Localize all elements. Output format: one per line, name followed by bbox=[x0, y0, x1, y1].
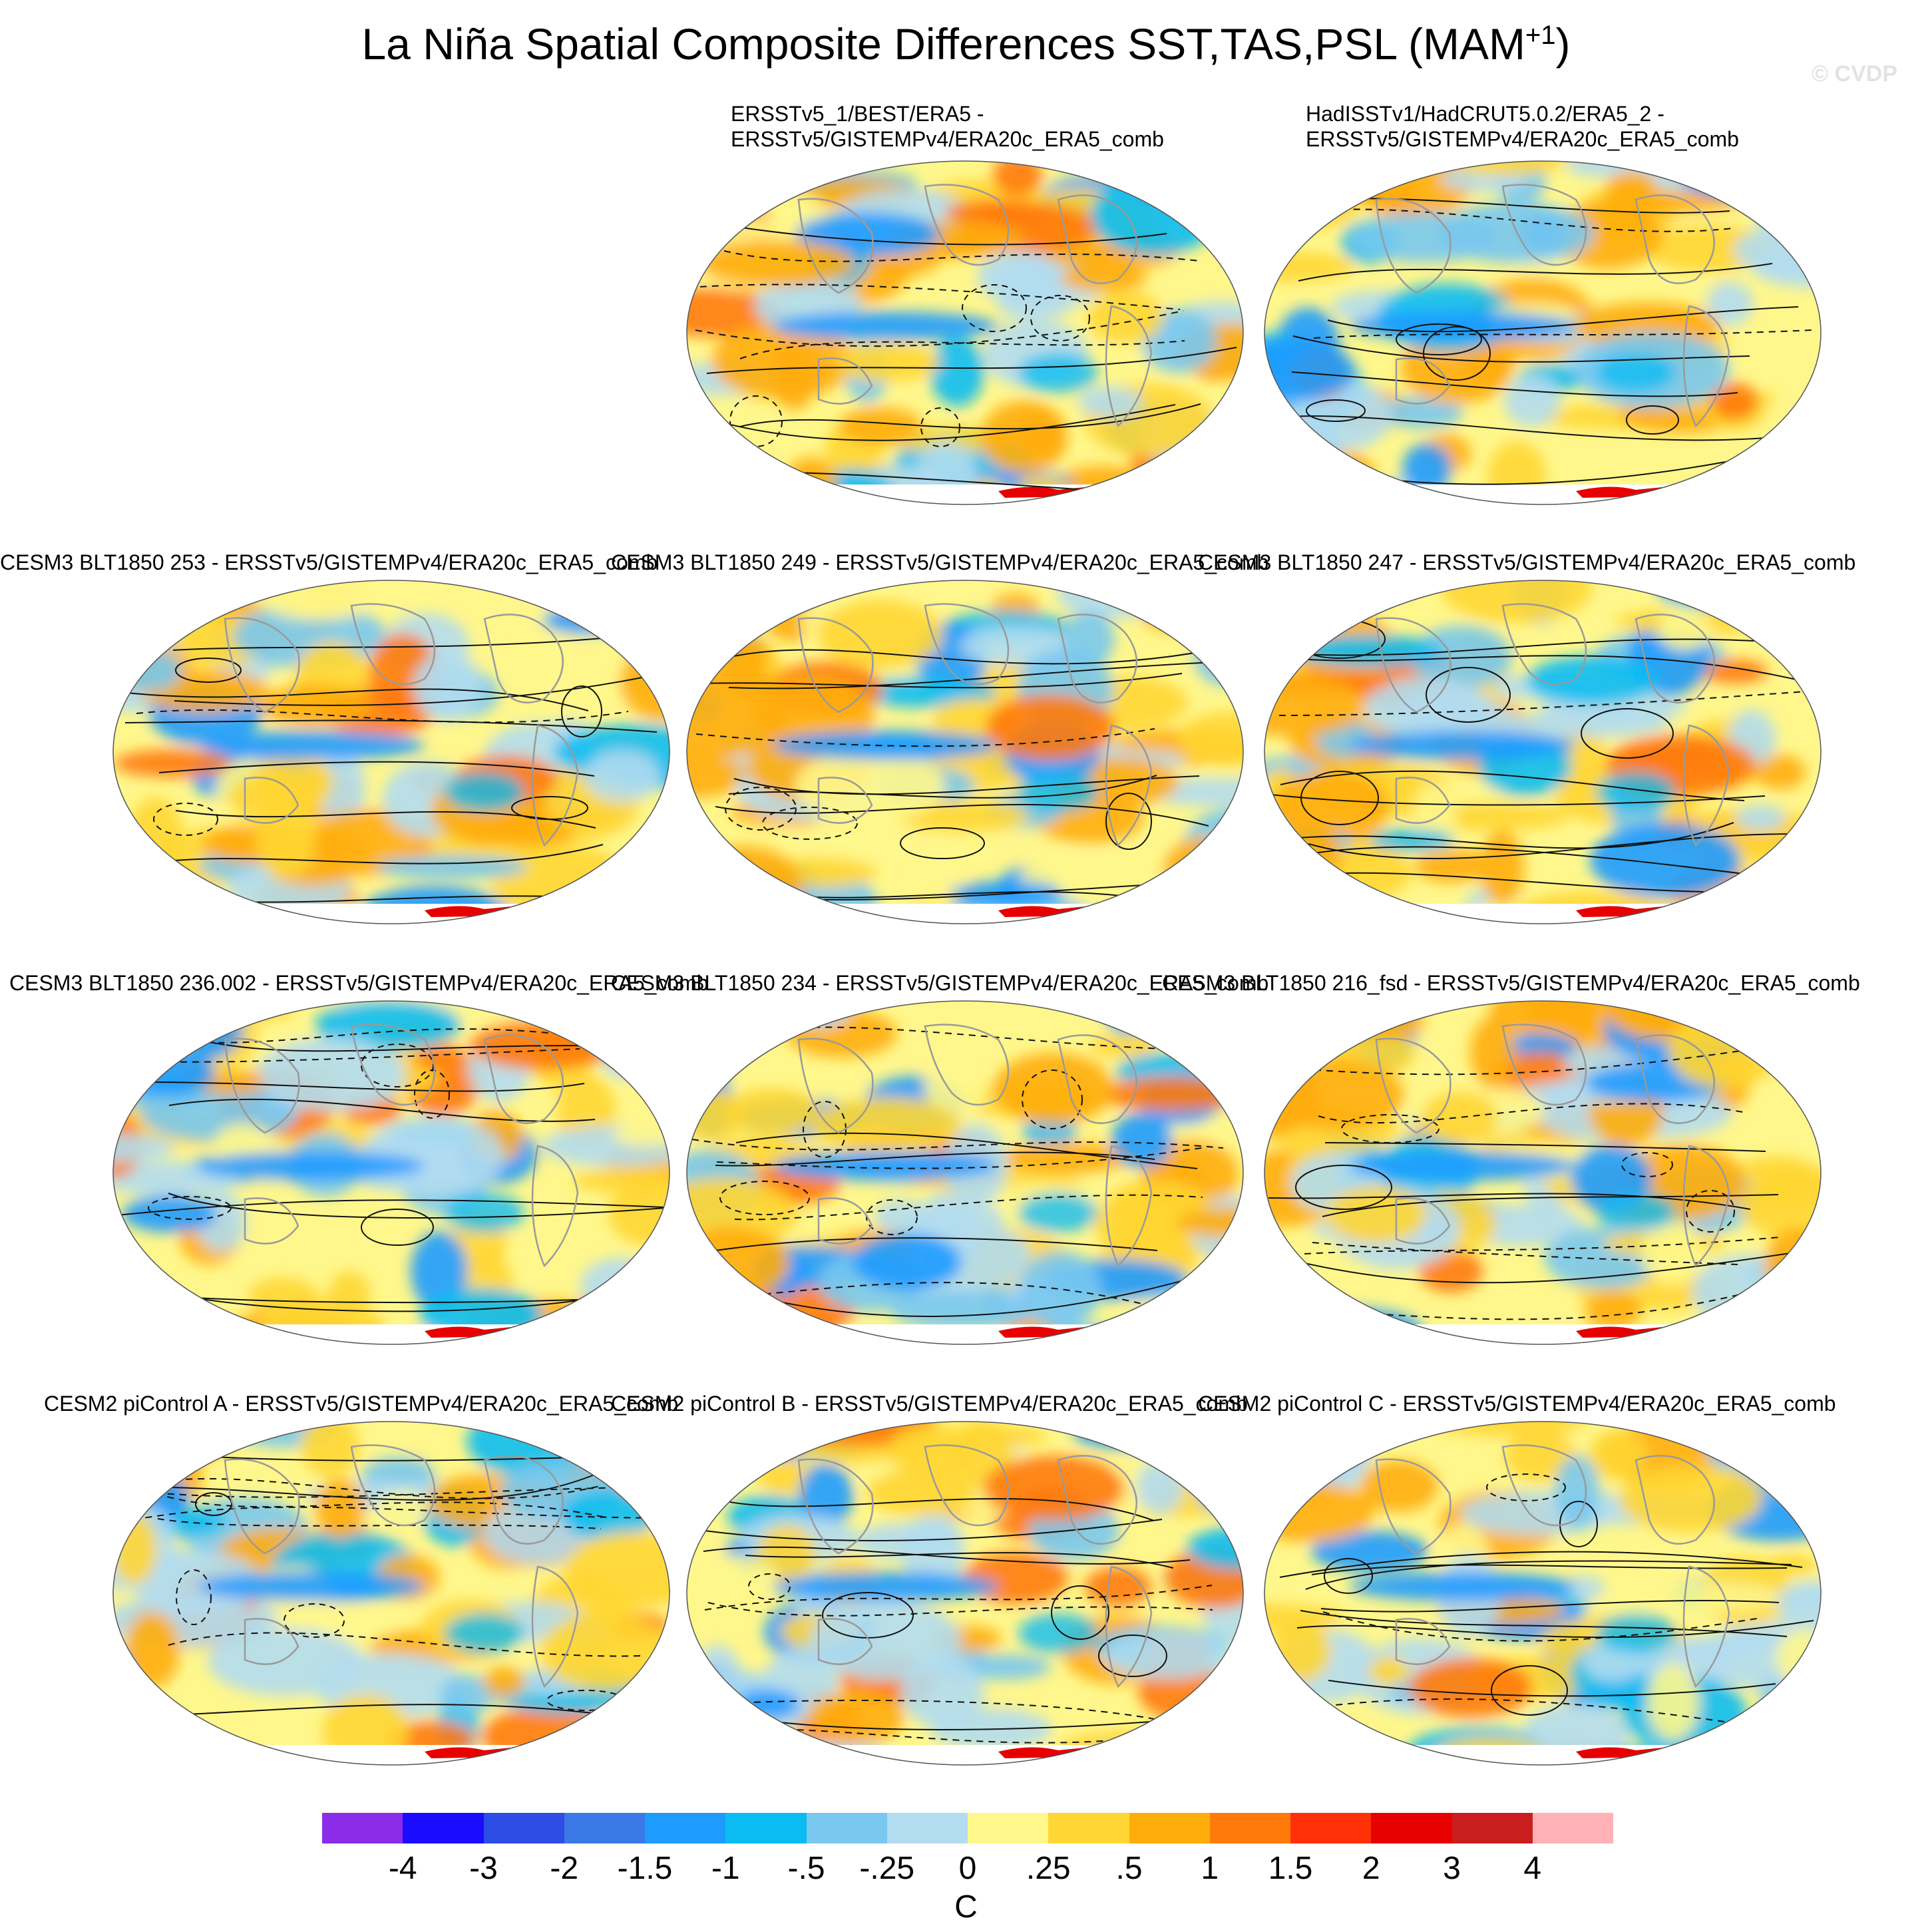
colorbar-tick-label: -1.5 bbox=[617, 1851, 673, 1886]
panel-title-2-line1: HadISSTv1/HadCRUT5.0.2/ERA5_2 - bbox=[1306, 102, 1664, 126]
world-map-svg bbox=[686, 160, 1244, 505]
panel-title-10: CESM2 piControl B - ERSSTv5/GISTEMPv4/ER… bbox=[611, 1392, 1248, 1416]
colorbar-tick-label: 3 bbox=[1443, 1851, 1461, 1886]
colorbar-swatch bbox=[1129, 1813, 1210, 1843]
colorbar-tick-label: -3 bbox=[469, 1851, 498, 1886]
map-panel-11 bbox=[1263, 1420, 1822, 1766]
colorbar-swatch bbox=[322, 1813, 403, 1843]
colorbar-swatch bbox=[1451, 1813, 1533, 1843]
colorbar-tick-label: -2 bbox=[550, 1851, 579, 1886]
colorbar-tick-label: 1.5 bbox=[1268, 1851, 1313, 1886]
map-panel-10 bbox=[685, 1420, 1245, 1766]
colorbar-tick-label: -.5 bbox=[787, 1851, 825, 1886]
world-map-svg bbox=[1264, 1421, 1822, 1766]
colorbar-swatch bbox=[1209, 1813, 1290, 1843]
colorbar-tick-label: -1 bbox=[711, 1851, 740, 1886]
colorbar-tick-label: -4 bbox=[388, 1851, 417, 1886]
map-panel-5 bbox=[1263, 579, 1822, 925]
colorbar-swatch bbox=[725, 1813, 807, 1843]
world-map-svg bbox=[1264, 580, 1822, 924]
panel-title-7: CESM3 BLT1850 234 - ERSSTv5/GISTEMPv4/ER… bbox=[611, 971, 1269, 995]
world-map-svg bbox=[1264, 160, 1822, 505]
map-panel-7 bbox=[685, 1000, 1245, 1346]
world-map-svg bbox=[112, 580, 670, 924]
figure-title: La Niña Spatial Composite Differences SS… bbox=[0, 19, 1932, 69]
panel-title-2-line2: ERSSTv5/GISTEMPv4/ERA20c_ERA5_comb bbox=[1306, 127, 1739, 151]
panel-title-11: CESM2 piControl C - ERSSTv5/GISTEMPv4/ER… bbox=[1198, 1392, 1836, 1416]
world-map-svg bbox=[686, 1421, 1244, 1766]
colorbar-swatch bbox=[1371, 1813, 1452, 1843]
world-map-svg bbox=[686, 580, 1244, 924]
map-panel-4 bbox=[685, 579, 1245, 925]
figure-title-close: ) bbox=[1555, 19, 1571, 69]
colorbar-swatch bbox=[564, 1813, 645, 1843]
colorbar-swatch bbox=[1048, 1813, 1129, 1843]
panel-title-8: CESM3 BLT1850 216_fsd - ERSSTv5/GISTEMPv… bbox=[1162, 971, 1860, 995]
cvdp-watermark: © CVDP bbox=[1812, 61, 1897, 87]
panel-title-9: CESM2 piControl A - ERSSTv5/GISTEMPv4/ER… bbox=[44, 1392, 679, 1416]
colorbar bbox=[322, 1813, 1613, 1843]
map-panel-2 bbox=[1263, 160, 1822, 506]
colorbar-swatch bbox=[483, 1813, 564, 1843]
panel-title-1: ERSSTv5_1/BEST/ERA5 - ERSSTv5/GISTEMPv4/… bbox=[731, 101, 1164, 152]
colorbar-swatch bbox=[403, 1813, 484, 1843]
colorbar-swatch bbox=[1532, 1813, 1613, 1843]
panel-title-5: CESM3 BLT1850 247 - ERSSTv5/GISTEMPv4/ER… bbox=[1198, 550, 1856, 574]
panel-title-4: CESM3 BLT1850 249 - ERSSTv5/GISTEMPv4/ER… bbox=[611, 550, 1269, 574]
colorbar-units-label: C bbox=[954, 1889, 978, 1925]
colorbar-tick-label: 0 bbox=[958, 1851, 977, 1886]
world-map-svg bbox=[112, 1421, 670, 1766]
colorbar-tick-label: .5 bbox=[1115, 1851, 1143, 1886]
colorbar-swatch bbox=[806, 1813, 887, 1843]
map-panel-1 bbox=[685, 160, 1245, 506]
colorbar-tick-label: -.25 bbox=[859, 1851, 915, 1886]
colorbar-swatch bbox=[968, 1813, 1049, 1843]
panel-title-3: CESM3 BLT1850 253 - ERSSTv5/GISTEMPv4/ER… bbox=[0, 550, 658, 574]
panel-title-2: HadISSTv1/HadCRUT5.0.2/ERA5_2 - ERSSTv5/… bbox=[1306, 101, 1739, 152]
colorbar-tick-label: 1 bbox=[1201, 1851, 1219, 1886]
colorbar-tick-label: 2 bbox=[1362, 1851, 1380, 1886]
world-map-svg bbox=[686, 1000, 1244, 1345]
map-panel-6 bbox=[112, 1000, 671, 1346]
panel-title-6: CESM3 BLT1850 236.002 - ERSSTv5/GISTEMPv… bbox=[9, 971, 709, 995]
panel-title-1-line1: ERSSTv5_1/BEST/ERA5 - bbox=[731, 102, 984, 126]
colorbar-swatch bbox=[886, 1813, 968, 1843]
colorbar-swatch bbox=[645, 1813, 726, 1843]
figure-title-text: La Niña Spatial Composite Differences SS… bbox=[361, 19, 1525, 69]
colorbar-tick-label: .25 bbox=[1026, 1851, 1071, 1886]
figure-title-superscript: +1 bbox=[1525, 21, 1556, 50]
map-panel-3 bbox=[112, 579, 671, 925]
colorbar-tick-label: 4 bbox=[1523, 1851, 1542, 1886]
map-panel-8 bbox=[1263, 1000, 1822, 1346]
panel-title-1-line2: ERSSTv5/GISTEMPv4/ERA20c_ERA5_comb bbox=[731, 127, 1164, 151]
world-map-svg bbox=[1264, 1000, 1822, 1345]
colorbar-swatch bbox=[1290, 1813, 1372, 1843]
world-map-svg bbox=[112, 1000, 670, 1345]
map-panel-9 bbox=[112, 1420, 671, 1766]
